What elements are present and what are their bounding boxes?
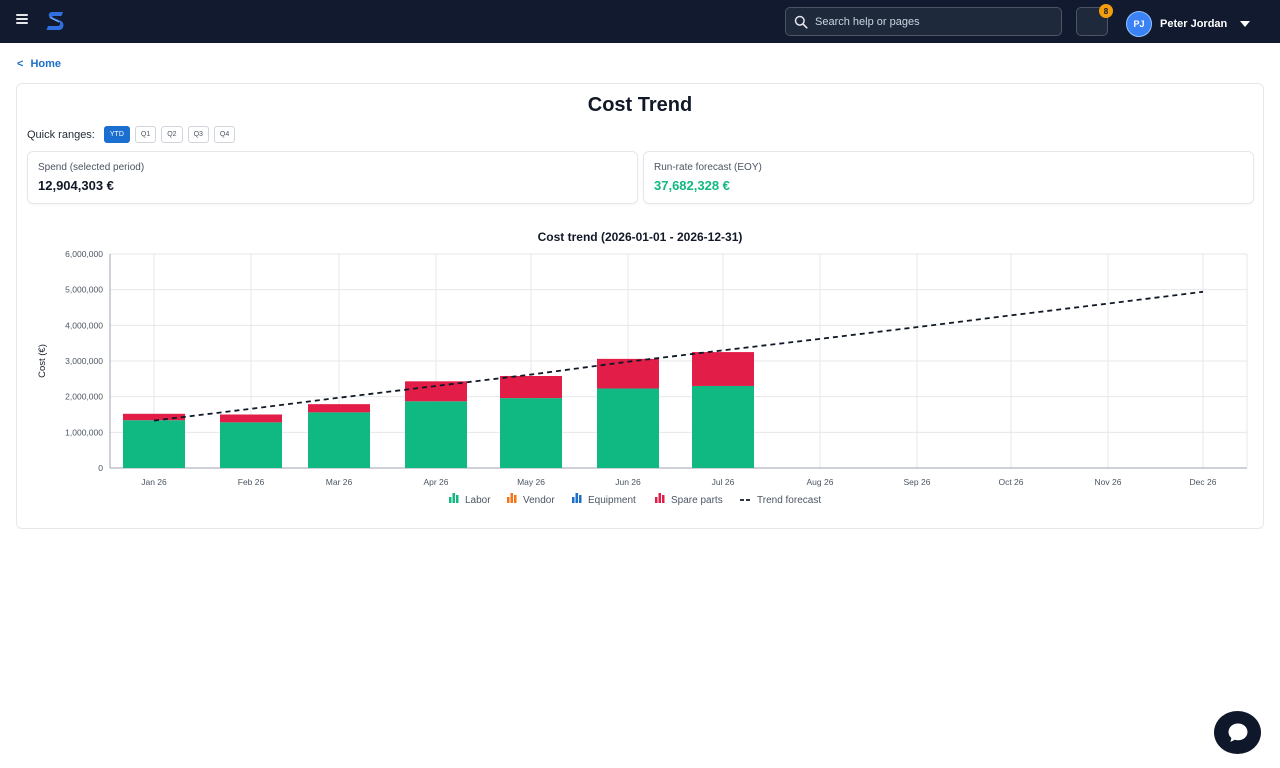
bar-spare-parts	[597, 358, 659, 389]
x-tick-label: Sep 26	[904, 477, 931, 487]
legend-label: Labor	[465, 495, 491, 506]
menu-icon[interactable]	[16, 14, 28, 24]
x-tick-label: Feb 26	[238, 477, 265, 487]
bar-labor	[500, 398, 562, 468]
x-tick-label: Apr 26	[423, 477, 448, 487]
bar-labor	[405, 401, 467, 468]
legend-bar-icon	[658, 493, 661, 503]
legend-label: Equipment	[588, 495, 636, 506]
breadcrumb-label: Home	[30, 58, 61, 70]
bar-spare-parts	[308, 404, 370, 413]
legend-item-vendor: Vendor	[507, 493, 555, 506]
notification-count-badge: 8	[1099, 4, 1113, 18]
legend-item-spare-parts: Spare parts	[655, 493, 723, 506]
search-input[interactable]	[815, 15, 1045, 28]
top-bar: 8 PJ Peter Jordan	[0, 0, 1280, 43]
legend-bar-icon	[655, 497, 658, 503]
kpi-forecast-value: 37,682,328 €	[654, 178, 730, 193]
x-tick-label: Jun 26	[615, 477, 641, 487]
bar-labor	[123, 420, 185, 468]
legend-item-equipment: Equipment	[572, 493, 636, 506]
legend-bar-icon	[575, 493, 578, 503]
user-menu[interactable]: PJ Peter Jordan	[1126, 11, 1251, 37]
y-tick-label: 5,000,000	[65, 285, 103, 295]
legend-bar-icon	[662, 495, 665, 503]
y-tick-label: 1,000,000	[65, 427, 103, 437]
range-button-ytd[interactable]: YTD	[103, 126, 130, 143]
legend-bar-icon	[579, 495, 582, 503]
bar-labor	[220, 422, 282, 468]
legend-bar-icon	[510, 493, 513, 503]
legend-label: Spare parts	[671, 495, 723, 506]
y-tick-label: 4,000,000	[65, 320, 103, 330]
avatar: PJ	[1126, 11, 1152, 37]
range-button-q4[interactable]: Q4	[213, 126, 236, 143]
legend-label: Trend forecast	[757, 495, 821, 506]
legend-bar-icon	[449, 497, 452, 503]
bar-spare-parts	[123, 413, 185, 421]
notifications-button[interactable]: 8	[1076, 4, 1113, 36]
chat-button[interactable]	[1214, 711, 1261, 754]
kpi-spend-label: Spend (selected period)	[38, 162, 145, 173]
legend-item-labor: Labor	[449, 493, 491, 506]
kpi-spend: Spend (selected period) 12,904,303 €	[27, 151, 638, 204]
x-tick-label: Dec 26	[1190, 477, 1217, 487]
legend-bar-icon	[456, 495, 459, 503]
bar-labor	[597, 388, 659, 468]
legend-label: Vendor	[523, 495, 555, 506]
kpi-forecast-label: Run-rate forecast (EOY)	[654, 162, 762, 173]
y-tick-label: 2,000,000	[65, 392, 103, 402]
app-logo[interactable]	[44, 9, 68, 33]
bar-labor	[692, 385, 754, 468]
legend-bar-icon	[572, 497, 575, 503]
x-tick-label: May 26	[517, 477, 545, 487]
breadcrumb-home-link[interactable]: < Home	[17, 58, 61, 70]
range-button-q3[interactable]: Q3	[187, 126, 209, 143]
caret-down-icon	[1240, 21, 1251, 27]
legend-item-trend-forecast: Trend forecast	[740, 495, 821, 506]
y-axis-label: Cost (€)	[37, 344, 48, 378]
x-tick-label: Aug 26	[807, 477, 834, 487]
cost-trend-card: Cost Trend Quick ranges: YTD Q1 Q2 Q3 Q4…	[16, 83, 1264, 529]
bar-spare-parts	[692, 352, 754, 386]
chart-title: Cost trend (2026-01-01 - 2026-12-31)	[538, 230, 743, 244]
bar-spare-parts	[500, 375, 562, 399]
legend-bar-icon	[507, 497, 510, 503]
range-button-q1[interactable]: Q1	[134, 126, 157, 143]
page-title: Cost Trend	[587, 94, 693, 116]
x-tick-label: Mar 26	[326, 477, 353, 487]
user-name: Peter Jordan	[1160, 18, 1228, 30]
range-button-q2[interactable]: Q2	[161, 126, 183, 143]
bar-spare-parts	[220, 414, 282, 423]
x-tick-label: Nov 26	[1095, 477, 1122, 487]
search-icon	[794, 15, 808, 29]
x-tick-label: Oct 26	[998, 477, 1023, 487]
y-tick-label: 0	[98, 463, 103, 473]
y-tick-label: 3,000,000	[65, 356, 103, 366]
cost-trend-chart: Cost trend (2026-01-01 - 2026-12-31) 0 1,0…	[37, 230, 1248, 506]
legend-bar-icon	[514, 495, 517, 503]
chat-bubble-icon	[1228, 723, 1247, 742]
bar-spare-parts	[405, 381, 467, 402]
search-box[interactable]	[785, 7, 1062, 36]
x-tick-label: Jan 26	[141, 477, 167, 487]
x-tick-label: Jul 26	[712, 477, 735, 487]
quick-ranges: Quick ranges: YTD Q1 Q2 Q3 Q4	[27, 126, 240, 143]
quick-ranges-label: Quick ranges:	[27, 128, 95, 141]
chevron-left-icon: <	[17, 58, 24, 70]
bar-labor	[308, 412, 370, 468]
kpi-forecast: Run-rate forecast (EOY) 37,682,328 €	[643, 151, 1254, 204]
kpi-spend-value: 12,904,303 €	[38, 178, 114, 193]
trend-forecast-line	[153, 290, 1204, 422]
legend-bar-icon	[452, 493, 455, 503]
y-tick-label: 6,000,000	[65, 249, 103, 259]
